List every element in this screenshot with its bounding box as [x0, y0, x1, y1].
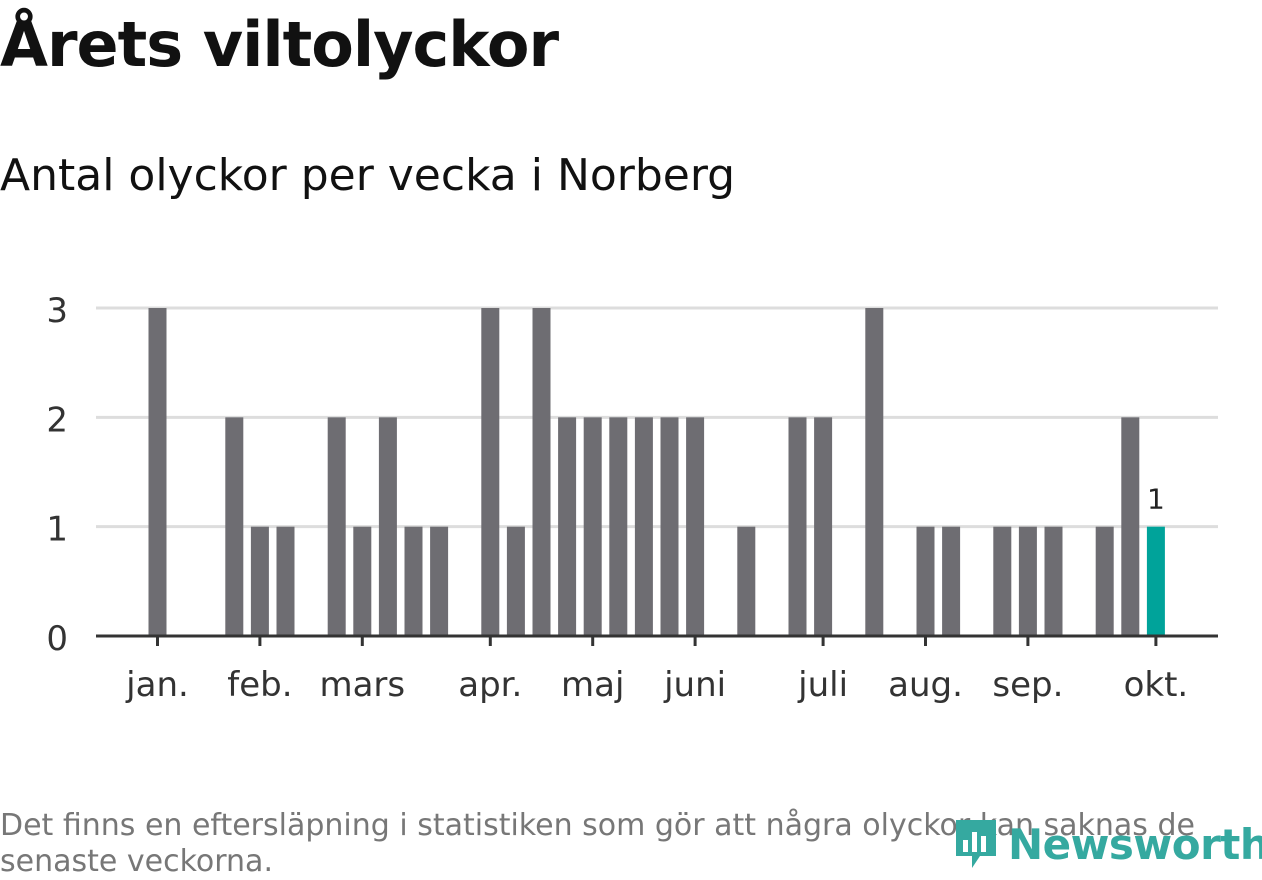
- bar: [916, 526, 935, 636]
- bar: [660, 417, 679, 636]
- y-tick-label: 2: [46, 400, 68, 440]
- x-tick-label: okt.: [1124, 665, 1189, 705]
- bar: [1018, 526, 1037, 636]
- y-axis-ticks: 0 1 2 3: [46, 291, 68, 659]
- bar: [1095, 526, 1114, 636]
- x-tick-label: apr.: [458, 665, 522, 705]
- x-tick-label: jan.: [125, 665, 189, 705]
- bar: [609, 417, 628, 636]
- x-tick-label: mars: [319, 665, 405, 705]
- bar: [327, 417, 346, 636]
- bar: [993, 526, 1012, 636]
- newsworthy-logo[interactable]: Newsworthy: [952, 816, 1262, 872]
- bar: [148, 308, 167, 636]
- bar: [378, 417, 397, 636]
- y-tick-label: 1: [46, 510, 68, 550]
- bar: [353, 526, 372, 636]
- bar: [865, 308, 884, 636]
- chart-title: Årets viltolyckor: [0, 8, 559, 81]
- bar: [225, 417, 244, 636]
- x-tick-label: feb.: [227, 665, 292, 705]
- bar: [558, 417, 577, 636]
- x-tick-label: juli: [797, 665, 848, 705]
- bar: [481, 308, 500, 636]
- bar-chart: 0 1 2 3 jan. feb. mars apr. maj juni juli aug. sep.…: [46, 291, 1218, 705]
- bar: [583, 417, 602, 636]
- y-tick-label: 0: [46, 619, 68, 659]
- bar: [250, 526, 269, 636]
- bar: [430, 526, 449, 636]
- bars: [148, 308, 1165, 636]
- x-tick-label: maj: [561, 665, 624, 705]
- bar: [532, 308, 551, 636]
- data-labels: 1: [1147, 483, 1165, 516]
- bar: [942, 526, 961, 636]
- bar: [1121, 417, 1140, 636]
- x-tick-label: aug.: [888, 665, 963, 705]
- x-tick-label: sep.: [992, 665, 1063, 705]
- x-axis-labels: jan. feb. mars apr. maj juni juli aug. sep. okt.: [125, 636, 1188, 705]
- bar: [788, 417, 807, 636]
- data-label: 1: [1147, 483, 1165, 516]
- bar: [737, 526, 756, 636]
- chart-subtitle: Antal olyckor per vecka i Norberg: [0, 150, 736, 201]
- bar: [506, 526, 525, 636]
- x-tick-label: juni: [663, 665, 726, 705]
- bar: [634, 417, 653, 636]
- bar: [1044, 526, 1063, 636]
- grid-lines: [96, 306, 1218, 529]
- bar: [814, 417, 833, 636]
- bar: [276, 526, 295, 636]
- brand-name: Newsworthy: [1008, 819, 1262, 869]
- y-tick-label: 3: [46, 291, 68, 331]
- newsworthy-logo-icon: [956, 820, 996, 868]
- bar-highlight: [1146, 526, 1165, 636]
- bar: [686, 417, 705, 636]
- bar: [404, 526, 423, 636]
